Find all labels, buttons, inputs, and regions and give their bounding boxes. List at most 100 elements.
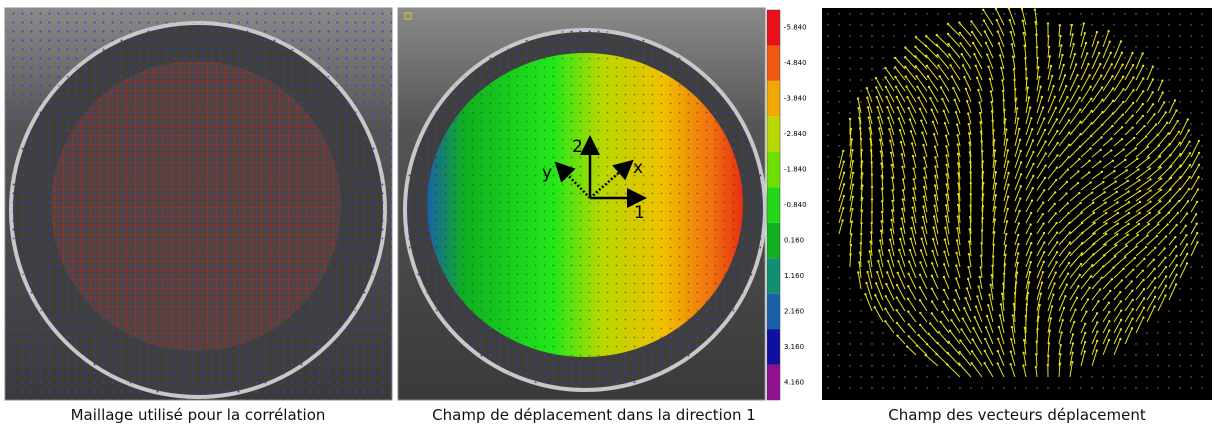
vector: [1102, 100, 1114, 114]
vector-head: [1068, 251, 1071, 254]
vector-head: [1003, 262, 1007, 266]
vector: [905, 47, 917, 59]
vector: [1091, 233, 1107, 246]
vector: [907, 285, 917, 301]
grid-dot: [1190, 123, 1192, 125]
vector-head: [915, 344, 919, 347]
vector-head: [1007, 160, 1010, 163]
vector: [898, 118, 906, 136]
vector: [877, 117, 884, 136]
grid-dot: [981, 13, 983, 15]
grid-dot: [827, 222, 829, 224]
vector-head: [955, 277, 958, 280]
grid-dot: [948, 387, 950, 389]
vector: [1179, 263, 1188, 279]
vector: [849, 150, 853, 169]
vector: [1102, 202, 1118, 213]
vector: [891, 177, 895, 191]
vector-head: [994, 171, 998, 174]
grid-dot: [1124, 387, 1126, 389]
vector: [1058, 202, 1069, 213]
vector: [908, 335, 917, 345]
vector-head: [861, 172, 864, 175]
vector: [957, 135, 961, 147]
vector-head: [1054, 178, 1058, 182]
vector: [946, 174, 950, 191]
vector-head: [1083, 340, 1087, 344]
vector: [1146, 145, 1160, 158]
vector-head: [1175, 223, 1178, 227]
grid-dot: [838, 112, 840, 114]
grid-dot: [1201, 288, 1203, 290]
vector: [999, 55, 1005, 70]
vector: [1135, 78, 1144, 92]
vector-head: [1029, 211, 1033, 215]
grid-dot: [1135, 57, 1137, 59]
vector: [926, 65, 939, 81]
vector-head: [1188, 163, 1192, 167]
grid-dot: [1179, 354, 1181, 356]
vector-head: [1087, 62, 1090, 66]
vector-head: [901, 207, 904, 211]
vector: [971, 362, 983, 378]
vector: [1190, 140, 1200, 158]
vector-head: [1186, 200, 1190, 203]
vector-head: [1001, 89, 1005, 93]
vector: [1058, 332, 1063, 345]
grid-dot: [1168, 79, 1170, 81]
vector-head: [927, 332, 930, 335]
vector: [1036, 232, 1045, 246]
vector-head: [966, 277, 970, 281]
vector: [1069, 253, 1083, 268]
vector-head: [1159, 177, 1163, 180]
vector: [1091, 52, 1100, 70]
vector-head: [1133, 256, 1137, 260]
vector: [931, 275, 939, 290]
vector: [1146, 79, 1154, 92]
grid-dot: [827, 387, 829, 389]
grid-dot: [827, 123, 829, 125]
vector: [1014, 253, 1019, 268]
grid-dot: [849, 321, 851, 323]
vector: [1069, 222, 1083, 235]
vector-head: [1100, 86, 1104, 89]
displacement-panel: 1 2 x y -5.840-4.840-3.840-2.840-1.840-0…: [397, 7, 807, 401]
vector: [1003, 161, 1009, 180]
vector: [916, 345, 928, 356]
grid-dot: [838, 266, 840, 268]
vector-head: [1153, 267, 1156, 271]
vector-head: [1178, 141, 1182, 145]
vector-head: [947, 42, 950, 46]
vector-head: [1096, 330, 1099, 333]
vector-head: [1116, 201, 1119, 204]
vector-head: [950, 75, 954, 78]
vector-head: [931, 120, 935, 124]
vector-head: [924, 35, 928, 38]
grid-dot: [871, 365, 873, 367]
vector: [931, 313, 939, 323]
vector: [912, 155, 917, 169]
vector-head: [969, 192, 972, 196]
vector: [1036, 202, 1044, 213]
grid-dot: [838, 123, 840, 125]
vector-head: [1119, 328, 1123, 331]
vector-head: [1052, 293, 1055, 296]
vector-head: [1164, 111, 1167, 114]
vector: [913, 179, 917, 191]
vector: [921, 227, 928, 246]
vector-head: [1068, 241, 1072, 244]
vector-head: [1009, 30, 1013, 34]
vector-head: [922, 195, 926, 198]
vector-head: [1083, 322, 1087, 326]
vector-head: [923, 156, 926, 159]
vector: [1058, 252, 1071, 268]
vector: [1091, 42, 1099, 59]
grid-dot: [838, 288, 840, 290]
vector: [1135, 136, 1147, 147]
vector: [1058, 345, 1062, 356]
vector: [857, 98, 862, 114]
vector: [1124, 318, 1133, 334]
vector: [1157, 266, 1167, 279]
vector: [849, 209, 853, 224]
vector: [1069, 86, 1080, 103]
